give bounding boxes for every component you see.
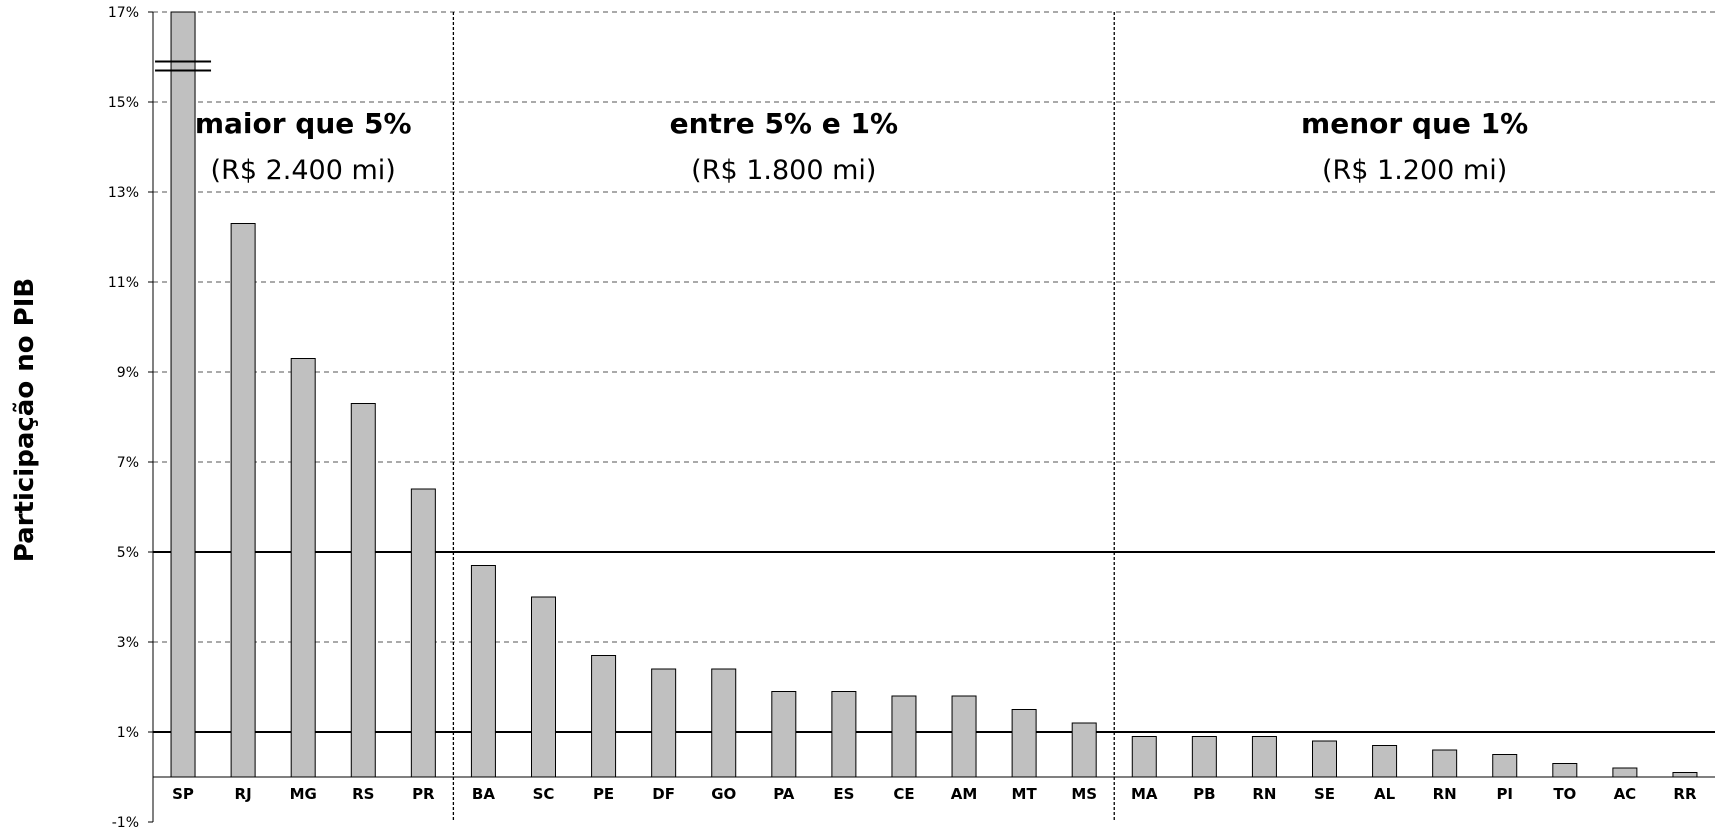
bar-pb	[1191, 736, 1217, 778]
category-label: MG	[290, 785, 317, 803]
category-label: PA	[773, 785, 795, 803]
y-tick-label: 3%	[117, 635, 139, 651]
bar-pr	[410, 488, 436, 778]
category-label: BA	[472, 785, 495, 803]
bar-mt	[1011, 709, 1037, 778]
category-label: RN	[1252, 785, 1276, 803]
zone-title: entre 5% e 1%	[670, 107, 898, 140]
category-label: SP	[172, 785, 194, 803]
bar-rn	[1251, 736, 1277, 778]
bar-sc	[531, 596, 556, 778]
category-label: PE	[593, 785, 614, 803]
zone-subtitle: (R$ 1.800 mi)	[691, 155, 876, 186]
bar-am	[951, 695, 977, 778]
category-labels: SP RJ MG RS PR BA SC PE DF GO PA ES CE AM MT MS MA PB RN SE…	[172, 785, 1697, 803]
category-label: PI	[1496, 785, 1513, 803]
bar-ac	[1612, 767, 1638, 778]
category-label: ES	[833, 785, 854, 803]
y-tick-label: -1%	[112, 815, 139, 830]
y-axis-label: Participação no PIB	[10, 278, 40, 562]
bar-pa	[771, 691, 797, 778]
y-tick-label: 17%	[108, 5, 139, 21]
bar-pe	[591, 655, 617, 778]
category-label: CE	[893, 785, 914, 803]
y-tick-label: 15%	[108, 95, 139, 111]
bar-df	[651, 668, 677, 778]
category-label: SC	[533, 785, 555, 803]
y-tick-label: 1%	[117, 725, 139, 741]
category-label: RJ	[235, 785, 252, 803]
bar-to	[1552, 763, 1578, 778]
y-tick-labels: -1% 1% 3% 5% 7% 9% 11% 13% 15% 17%	[108, 5, 153, 830]
y-tick-label: 9%	[117, 365, 139, 381]
zone-title: menor que 1%	[1301, 107, 1528, 140]
y-tick-label: 7%	[117, 455, 139, 471]
bar-rj	[230, 223, 256, 778]
bar-rr	[1672, 772, 1698, 778]
category-label: PB	[1193, 785, 1215, 803]
y-tick-label: 5%	[117, 545, 139, 561]
category-label: MS	[1071, 785, 1097, 803]
category-label: AM	[951, 785, 978, 803]
category-label: PR	[412, 785, 435, 803]
category-label: AL	[1374, 785, 1396, 803]
category-label: MT	[1012, 785, 1038, 803]
bar-go	[711, 668, 737, 778]
bar-mg	[290, 358, 316, 778]
bar-se	[1312, 740, 1337, 778]
category-label: AC	[1614, 785, 1637, 803]
bar-pi	[1492, 754, 1518, 778]
bar-rn	[1432, 749, 1458, 778]
zone-title: maior que 5%	[195, 107, 412, 140]
category-label: DF	[652, 785, 675, 803]
category-label: RR	[1673, 785, 1697, 803]
zone-subtitle: (R$ 1.200 mi)	[1322, 155, 1507, 186]
y-tick-label: 13%	[108, 185, 139, 201]
zone-subtitle: (R$ 2.400 mi)	[211, 155, 396, 186]
bar-ce	[891, 695, 917, 778]
bar-rs	[350, 403, 376, 778]
zone-labels: maior que 5% (R$ 2.400 mi) entre 5% e 1% (R…	[195, 107, 1528, 186]
bars	[170, 11, 1698, 778]
bar-ms	[1071, 722, 1097, 778]
axis-break-marks	[155, 60, 212, 72]
category-label: MA	[1131, 785, 1158, 803]
axes	[152, 12, 1715, 822]
bar-sp	[170, 11, 196, 778]
category-label: SE	[1314, 785, 1335, 803]
bar-al	[1372, 745, 1398, 778]
category-label: GO	[711, 785, 736, 803]
category-label: TO	[1553, 785, 1576, 803]
y-tick-label: 11%	[108, 275, 139, 291]
bar-ba	[470, 565, 496, 778]
bar-es	[831, 691, 857, 778]
category-label: RS	[352, 785, 374, 803]
category-label: RN	[1433, 785, 1457, 803]
bar-ma	[1131, 736, 1157, 778]
